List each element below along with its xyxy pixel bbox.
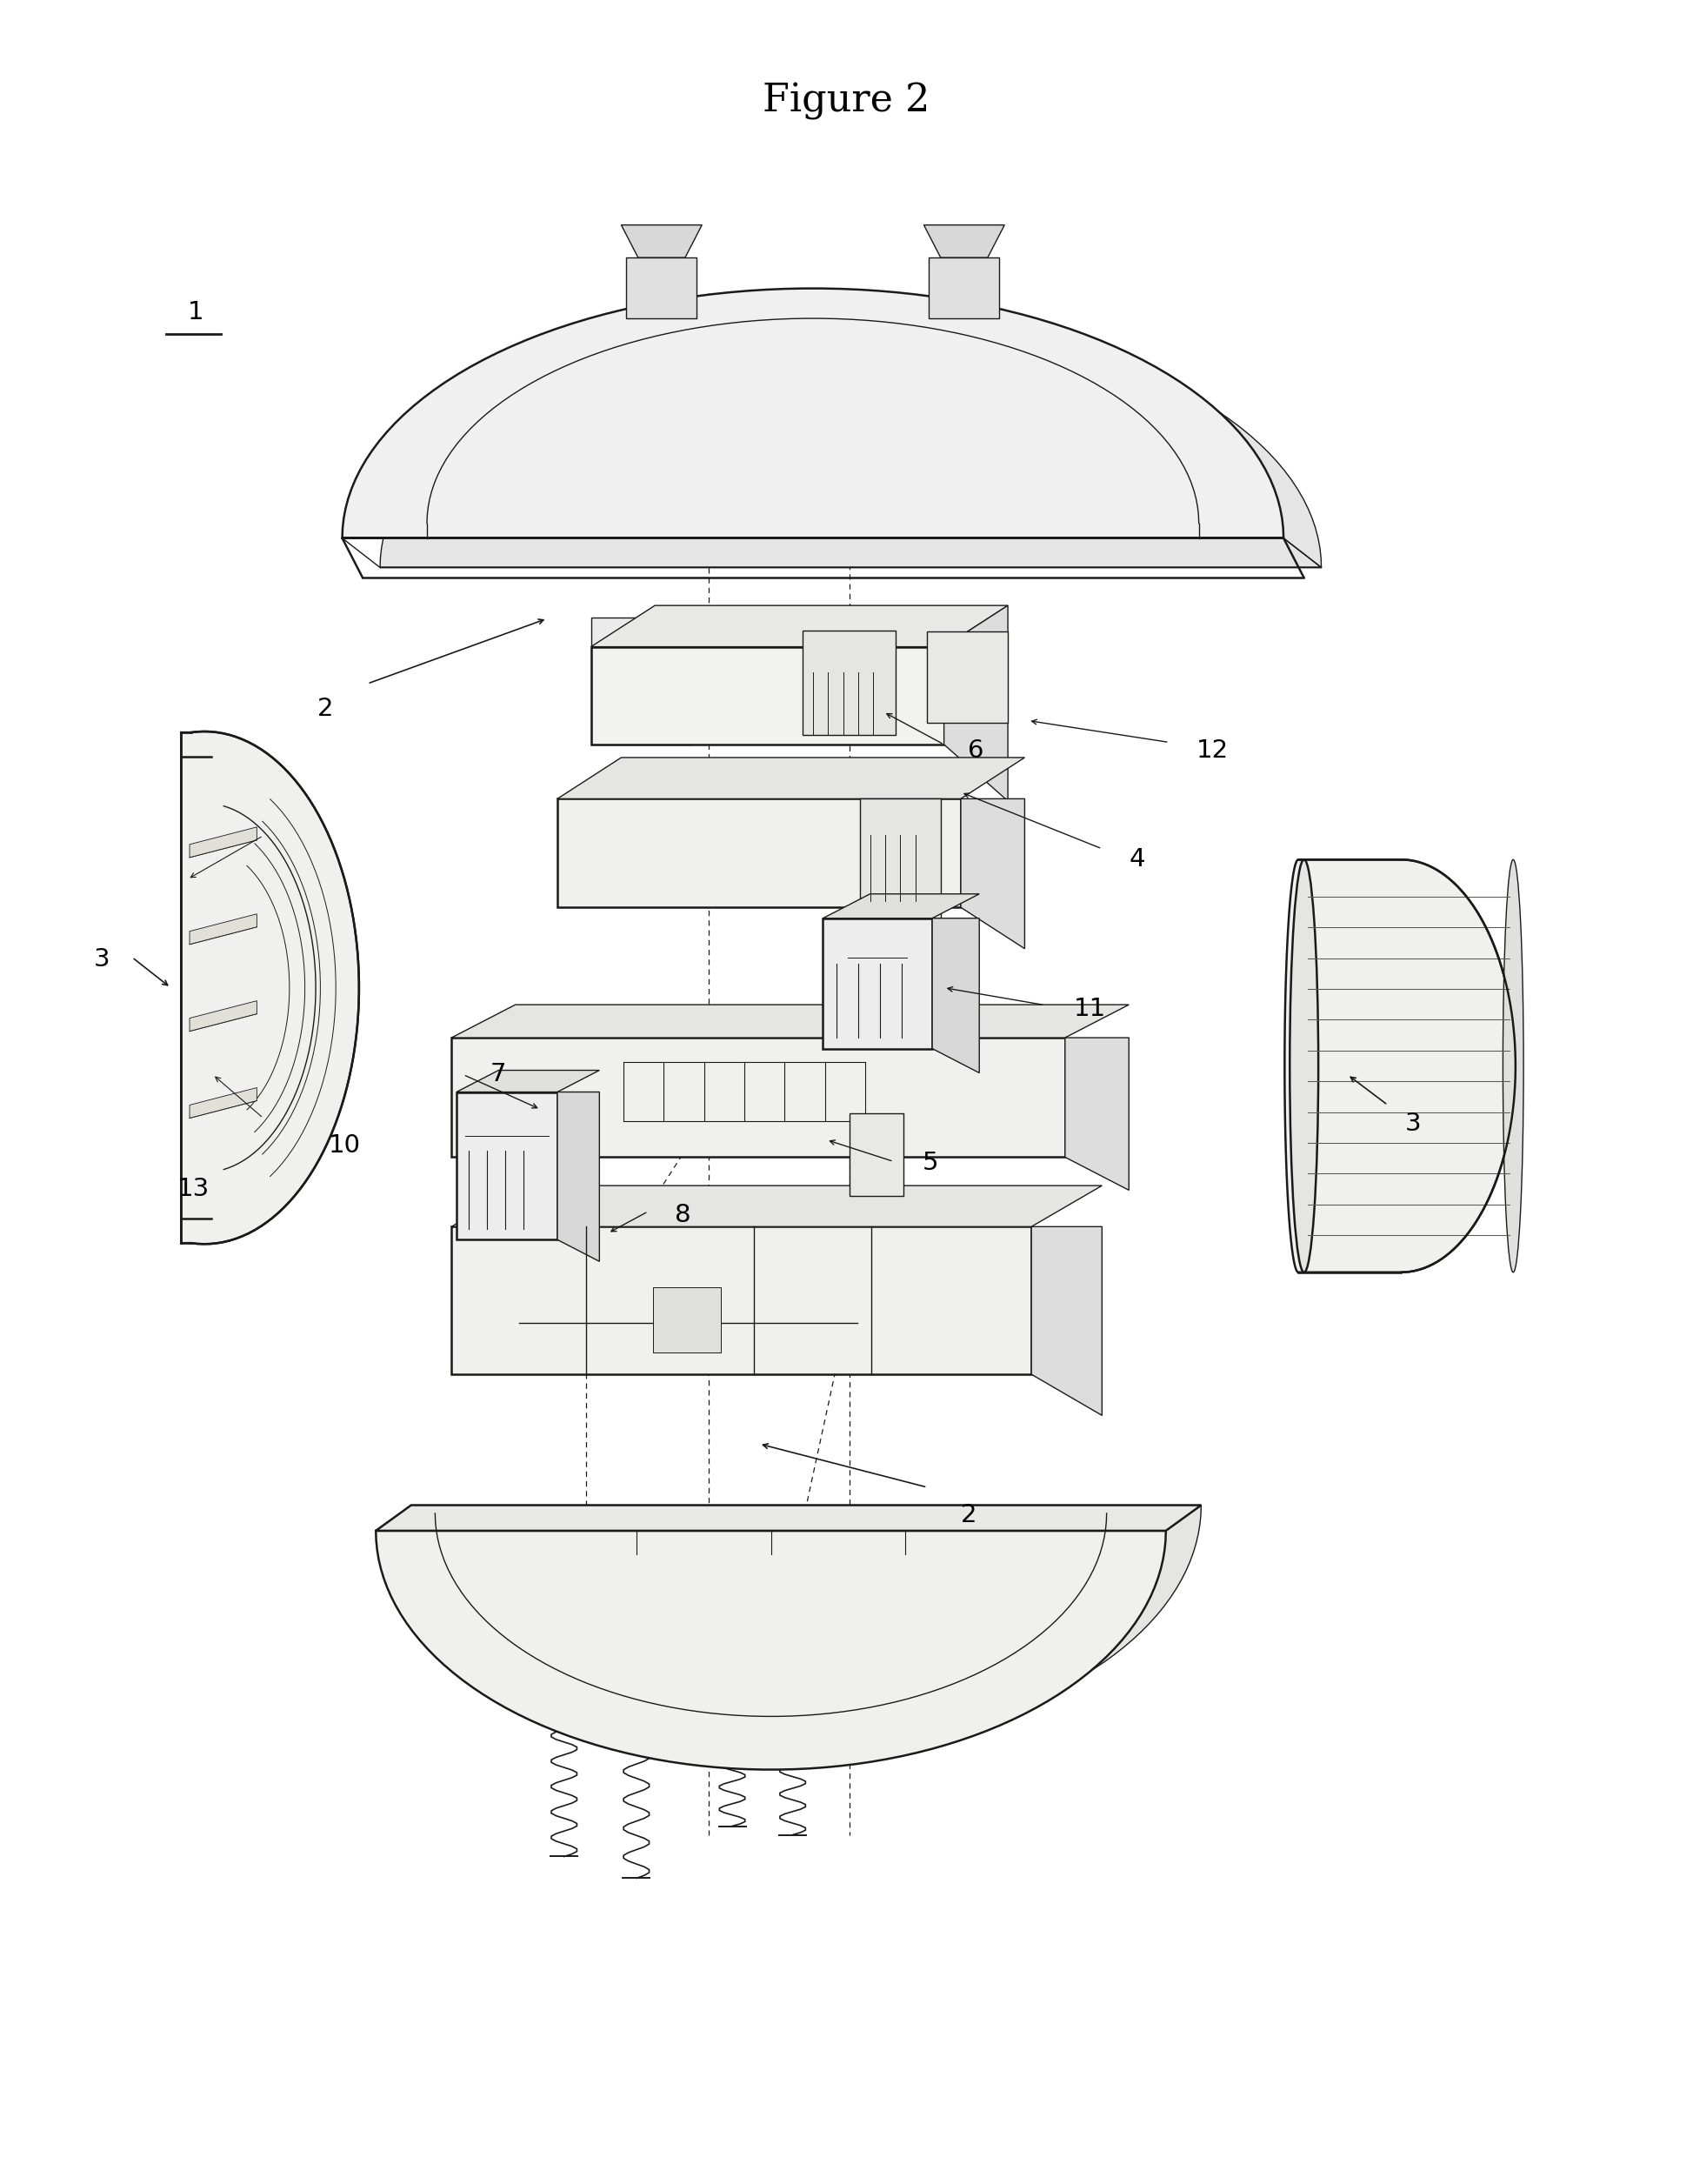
Text: 1: 1 <box>188 299 203 323</box>
Polygon shape <box>190 1088 257 1118</box>
Polygon shape <box>452 1227 1031 1374</box>
Text: 13: 13 <box>178 1177 210 1201</box>
Polygon shape <box>591 646 945 745</box>
Polygon shape <box>376 1505 1200 1531</box>
Text: 12: 12 <box>1197 738 1229 762</box>
Polygon shape <box>823 917 933 1048</box>
Polygon shape <box>860 799 941 917</box>
Text: Figure 2: Figure 2 <box>764 83 929 120</box>
Polygon shape <box>376 1531 1166 1769</box>
Polygon shape <box>457 1070 599 1092</box>
Polygon shape <box>452 1186 1102 1227</box>
Polygon shape <box>181 732 359 1245</box>
Polygon shape <box>929 258 999 319</box>
Polygon shape <box>190 828 257 858</box>
Polygon shape <box>557 758 1024 799</box>
Polygon shape <box>945 605 1007 802</box>
Polygon shape <box>802 631 896 734</box>
Text: 5: 5 <box>923 1151 938 1175</box>
Polygon shape <box>962 799 1024 948</box>
Text: 2: 2 <box>962 1503 977 1527</box>
Polygon shape <box>557 1092 599 1262</box>
Polygon shape <box>626 258 698 319</box>
Text: 3: 3 <box>93 948 110 972</box>
Polygon shape <box>591 618 692 745</box>
Polygon shape <box>1031 1227 1102 1415</box>
Polygon shape <box>1065 1037 1129 1190</box>
Ellipse shape <box>1503 860 1524 1273</box>
Ellipse shape <box>1290 860 1319 1273</box>
Polygon shape <box>1166 1505 1200 1531</box>
Polygon shape <box>376 1505 411 1531</box>
Polygon shape <box>1283 537 1321 568</box>
Polygon shape <box>557 799 962 906</box>
Polygon shape <box>653 1289 721 1352</box>
Text: 4: 4 <box>1129 847 1144 871</box>
Text: 10: 10 <box>328 1133 361 1158</box>
Polygon shape <box>379 317 1321 568</box>
Polygon shape <box>924 225 1004 258</box>
Polygon shape <box>342 288 1283 537</box>
Text: 3: 3 <box>1405 1112 1420 1136</box>
Polygon shape <box>928 631 1007 723</box>
Polygon shape <box>621 225 703 258</box>
Text: 6: 6 <box>967 738 984 762</box>
Polygon shape <box>457 1092 557 1241</box>
Polygon shape <box>1285 860 1515 1273</box>
Polygon shape <box>411 1505 1200 1745</box>
Polygon shape <box>823 893 979 917</box>
Polygon shape <box>850 1114 904 1197</box>
Polygon shape <box>452 1005 1129 1037</box>
Text: 7: 7 <box>491 1061 506 1085</box>
Text: 2: 2 <box>317 697 334 721</box>
Polygon shape <box>452 1037 1065 1158</box>
Polygon shape <box>190 913 257 943</box>
Text: 11: 11 <box>1073 996 1106 1022</box>
Text: 8: 8 <box>676 1203 691 1227</box>
Polygon shape <box>933 917 979 1072</box>
Polygon shape <box>591 605 1007 646</box>
Polygon shape <box>190 1000 257 1031</box>
